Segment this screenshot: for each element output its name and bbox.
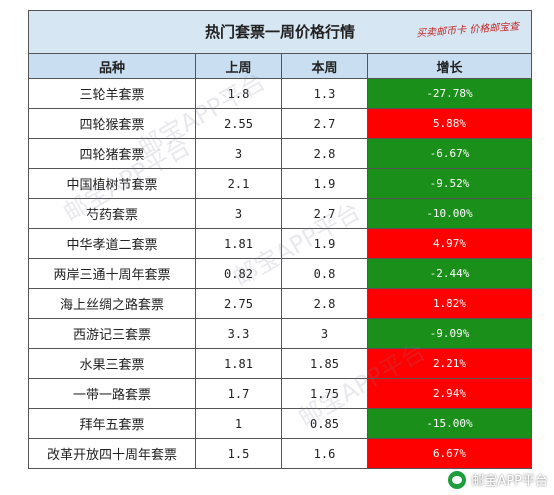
- table-row: 两岸三通十周年套票 0.82 0.8 -2.44%: [28, 258, 532, 289]
- this-week-cell: 0.8: [281, 258, 368, 289]
- variety-cell: 西游记三套票: [28, 318, 196, 349]
- variety-cell: 水果三套票: [28, 348, 196, 379]
- last-week-cell: 1.5: [195, 438, 282, 469]
- table-title-cell: 热门套票一周价格行情 买卖邮币卡 价格邮宝查: [28, 10, 532, 54]
- this-week-cell: 2.8: [281, 288, 368, 319]
- change-cell: 6.67%: [367, 438, 532, 469]
- table-row: 中华孝道二套票 1.81 1.9 4.97%: [28, 228, 532, 259]
- variety-cell: 拜年五套票: [28, 408, 196, 439]
- table-row: 水果三套票 1.81 1.85 2.21%: [28, 348, 532, 379]
- last-week-cell: 3: [195, 198, 282, 229]
- change-cell: -15.00%: [367, 408, 532, 439]
- header-change: 增长: [367, 53, 532, 79]
- variety-cell: 中华孝道二套票: [28, 228, 196, 259]
- this-week-cell: 0.85: [281, 408, 368, 439]
- chat-icon: [448, 470, 467, 489]
- change-cell: -6.67%: [367, 138, 532, 169]
- header-variety: 品种: [28, 53, 196, 79]
- table-row: 一带一路套票 1.7 1.75 2.94%: [28, 378, 532, 409]
- this-week-cell: 1.3: [281, 78, 368, 109]
- variety-cell: 中国植树节套票: [28, 168, 196, 199]
- this-week-cell: 2.7: [281, 108, 368, 139]
- this-week-cell: 2.8: [281, 138, 368, 169]
- table-row: 改革开放四十周年套票 1.5 1.6 6.67%: [28, 438, 532, 469]
- header-last-week: 上周: [195, 53, 282, 79]
- change-cell: -10.00%: [367, 198, 532, 229]
- this-week-cell: 3: [281, 318, 368, 349]
- variety-cell: 海上丝绸之路套票: [28, 288, 196, 319]
- logo-text: 邮宝APP平台: [471, 474, 548, 489]
- variety-cell: 一带一路套票: [28, 378, 196, 409]
- table-row: 西游记三套票 3.3 3 -9.09%: [28, 318, 532, 349]
- change-cell: 5.88%: [367, 108, 532, 139]
- last-week-cell: 1.81: [195, 228, 282, 259]
- variety-cell: 四轮猴套票: [28, 108, 196, 139]
- this-week-cell: 1.6: [281, 438, 368, 469]
- last-week-cell: 1.8: [195, 78, 282, 109]
- this-week-cell: 1.75: [281, 378, 368, 409]
- table-row: 中国植树节套票 2.1 1.9 -9.52%: [28, 168, 532, 199]
- table-row: 海上丝绸之路套票 2.75 2.8 1.82%: [28, 288, 532, 319]
- change-cell: -9.52%: [367, 168, 532, 199]
- last-week-cell: 0.82: [195, 258, 282, 289]
- table-row: 四轮猴套票 2.55 2.7 5.88%: [28, 108, 532, 139]
- change-cell: 2.94%: [367, 378, 532, 409]
- last-week-cell: 1.81: [195, 348, 282, 379]
- variety-cell: 两岸三通十周年套票: [28, 258, 196, 289]
- change-cell: -2.44%: [367, 258, 532, 289]
- this-week-cell: 1.9: [281, 168, 368, 199]
- variety-cell: 改革开放四十周年套票: [28, 438, 196, 469]
- this-week-cell: 1.85: [281, 348, 368, 379]
- last-week-cell: 3.3: [195, 318, 282, 349]
- last-week-cell: 2.1: [195, 168, 282, 199]
- change-cell: 2.21%: [367, 348, 532, 379]
- change-cell: 1.82%: [367, 288, 532, 319]
- price-table: 热门套票一周价格行情 买卖邮币卡 价格邮宝查 品种 上周 本周 增长 三轮羊套票…: [28, 10, 532, 469]
- this-week-cell: 1.9: [281, 228, 368, 259]
- table-row: 拜年五套票 1 0.85 -15.00%: [28, 408, 532, 439]
- variety-cell: 芍药套票: [28, 198, 196, 229]
- table-title: 热门套票一周价格行情: [204, 23, 355, 41]
- last-week-cell: 2.55: [195, 108, 282, 139]
- variety-cell: 三轮羊套票: [28, 78, 196, 109]
- last-week-cell: 1.7: [195, 378, 282, 409]
- last-week-cell: 1: [195, 408, 282, 439]
- header-row: 品种 上周 本周 增长: [28, 53, 532, 79]
- platform-logo: 邮宝APP平台: [448, 470, 548, 489]
- last-week-cell: 2.75: [195, 288, 282, 319]
- header-this-week: 本周: [281, 53, 368, 79]
- table-row: 四轮猪套票 3 2.8 -6.67%: [28, 138, 532, 169]
- table-row: 芍药套票 3 2.7 -10.00%: [28, 198, 532, 229]
- last-week-cell: 3: [195, 138, 282, 169]
- variety-cell: 四轮猪套票: [28, 138, 196, 169]
- table-row: 三轮羊套票 1.8 1.3 -27.78%: [28, 78, 532, 109]
- change-cell: -9.09%: [367, 318, 532, 349]
- change-cell: 4.97%: [367, 228, 532, 259]
- this-week-cell: 2.7: [281, 198, 368, 229]
- change-cell: -27.78%: [367, 78, 532, 109]
